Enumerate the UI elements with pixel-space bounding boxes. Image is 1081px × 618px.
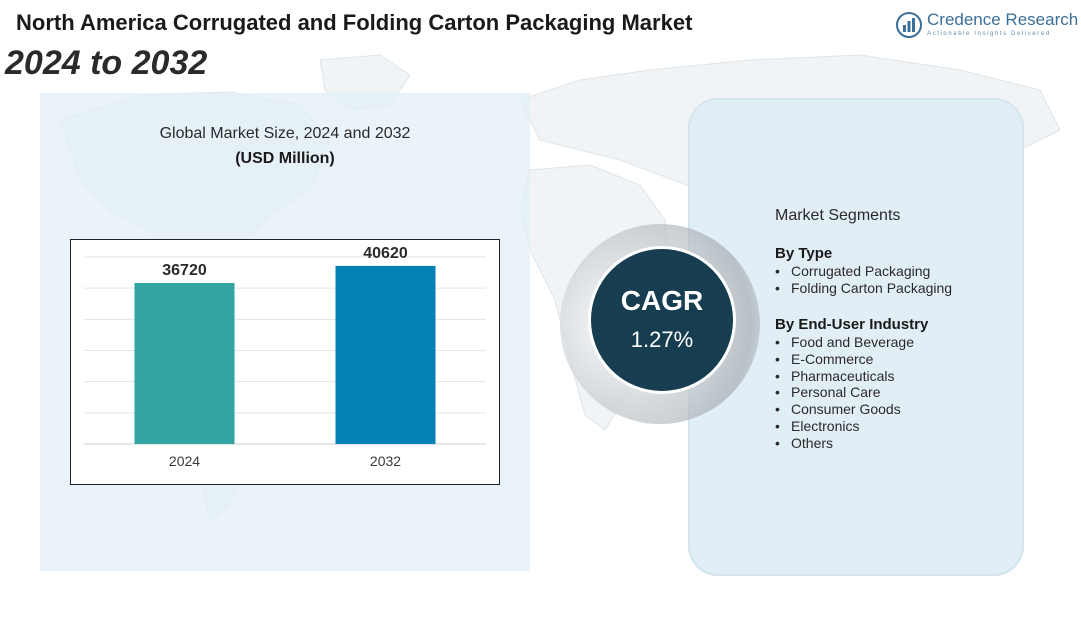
cagr-badge: CAGR 1.27% (588, 246, 736, 394)
segment-list: Food and Beverage E-Commerce Pharmaceuti… (775, 334, 928, 452)
cagr-value: 1.27% (630, 327, 694, 352)
x-tick-label-2024: 2024 (169, 453, 200, 469)
segment-item: E-Commerce (775, 351, 928, 368)
segment-group-type: By Type Corrugated Packaging Folding Car… (775, 245, 952, 297)
market-size-bar-chart: 36720 2024 40620 2032 (70, 239, 500, 485)
market-size-panel: Global Market Size, 2024 and 2032 (USD M… (40, 93, 530, 571)
data-label-2032: 40620 (363, 245, 408, 262)
bar-2024 (134, 283, 235, 444)
segment-item: Food and Beverage (775, 334, 928, 351)
data-label-2024: 36720 (162, 262, 207, 279)
year-range-subtitle: 2024 to 2032 (5, 44, 208, 82)
segment-item: Others (775, 435, 928, 452)
cagr-label: CAGR (620, 285, 704, 316)
segment-item: Personal Care (775, 384, 928, 401)
segments-heading: Market Segments (775, 207, 901, 224)
bar-chart-logo-icon (896, 12, 922, 38)
segment-item: Electronics (775, 418, 928, 435)
chart-caption: Global Market Size, 2024 and 2032 (159, 125, 411, 142)
logo-tagline: Actionable Insights Delivered (927, 31, 1051, 37)
segment-item: Corrugated Packaging (775, 263, 952, 280)
bar-2032 (335, 265, 436, 444)
x-tick-label-2032: 2032 (370, 453, 401, 469)
segment-item: Consumer Goods (775, 401, 928, 418)
credence-research-logo: Credence Research Actionable Insights De… (896, 10, 1078, 44)
logo-name: Credence Research (927, 10, 1079, 29)
segment-item: Folding Carton Packaging (775, 280, 952, 297)
chart-unit: (USD Million) (235, 150, 335, 167)
page-title: North America Corrugated and Folding Car… (16, 10, 693, 35)
segment-group-title: By End-User Industry (775, 316, 929, 333)
segment-group-end-user-industry: By End-User Industry Food and Beverage E… (775, 316, 928, 452)
segment-list: Corrugated Packaging Folding Carton Pack… (775, 263, 952, 297)
segment-group-title: By Type (775, 245, 833, 262)
segment-item: Pharmaceuticals (775, 368, 928, 385)
